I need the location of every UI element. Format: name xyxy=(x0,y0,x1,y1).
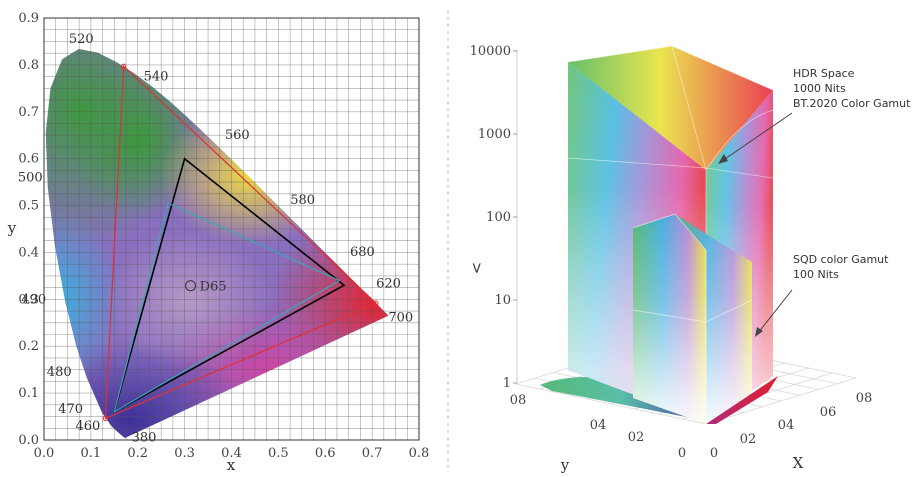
sqd-edge-lines xyxy=(632,213,753,424)
floor-y-tick-label: 08 xyxy=(510,393,527,408)
gamut-triangle-0 xyxy=(104,64,377,420)
x-tick-label: 0.6 xyxy=(315,446,336,461)
y-tick-label: 0.3 xyxy=(18,292,39,307)
y-tick-label: 0.1 xyxy=(18,386,39,401)
sqd-annotation-arrow xyxy=(757,289,793,334)
floor-x-tick-label: 04 xyxy=(778,418,795,433)
wavelength-label: 700 xyxy=(388,311,413,326)
white-point: D65 xyxy=(185,280,227,295)
x-tick-label: 0.3 xyxy=(174,446,195,461)
wavelength-label: 680 xyxy=(350,245,375,260)
floor-y-tick-label: 02 xyxy=(628,430,645,445)
hdr-arrow-head xyxy=(718,154,728,164)
y-tick-label: 0.9 xyxy=(18,11,39,26)
floor-x-tick-label: 08 xyxy=(856,391,873,406)
x-tick-label: 0.7 xyxy=(362,446,383,461)
z-tick-label: 10000 xyxy=(470,44,511,59)
wavelength-label: 620 xyxy=(376,276,401,291)
x-tick-label: 0.1 xyxy=(81,446,102,461)
floor-y-tick-label: 0 xyxy=(678,446,686,461)
x-axis-label: x xyxy=(227,456,236,474)
vertical-axis-label: > xyxy=(468,262,486,275)
y-tick-label: 0.7 xyxy=(18,105,39,120)
x-tick-label: 0.8 xyxy=(409,446,430,461)
y-tick-label: 0.5 xyxy=(18,199,39,214)
sqd-arrow-head xyxy=(755,327,763,337)
axis-ticks: 0.0 0.1 0.2 0.3 0.4 0.5 0.6 0.7 0.8 0.0 0.1 0.2 0.3 0… xyxy=(18,11,429,461)
hdr-volume-chart: 1 10 100 1000 10000 0 02 04 06 08 0 02 04 08 > y X H… xyxy=(468,44,911,474)
wavelength-label: 490 xyxy=(21,293,46,308)
y-tick-label: 0.6 xyxy=(18,152,39,167)
white-point-label: D65 xyxy=(200,280,227,295)
white-glow xyxy=(105,230,275,370)
hdr-annotation-line-3: BT.2020 Color Gamut xyxy=(793,97,911,110)
y-axis-label: y xyxy=(7,219,17,237)
z-tick-label: 1000 xyxy=(478,127,511,142)
white-point-marker xyxy=(185,280,197,292)
x-tick-label: 0.4 xyxy=(221,446,242,461)
floor-x-tick-label: 0 xyxy=(710,446,718,461)
y-tick-label: 0.0 xyxy=(18,433,39,448)
wavelength-labels: 380 460 470 480 490 500 520 540 560 580 620 680 700 xyxy=(18,32,413,446)
gamut-vertex xyxy=(373,300,379,306)
floor-x-axis-label: X xyxy=(793,454,804,472)
gamut-triangle-1 xyxy=(113,157,346,414)
sqd-annotation-line-1: SQD color Gamut xyxy=(793,253,889,266)
sqd-annotation-line-2: 100 Nits xyxy=(793,268,839,281)
hdr-annotation-line-2: 1000 Nits xyxy=(793,82,846,95)
gamut-triangles xyxy=(102,63,379,422)
sqd-annotation: SQD color Gamut 100 Nits xyxy=(755,253,889,337)
gamut-vertex xyxy=(120,63,127,69)
gamut-triangle-2 xyxy=(113,202,341,414)
z-axis-ticks: 1 10 100 1000 10000 xyxy=(470,44,511,391)
back-walls xyxy=(513,50,518,384)
z-tick-label: 100 xyxy=(486,210,511,225)
gamut-vertex xyxy=(102,415,109,422)
hdr-top-face xyxy=(568,46,773,170)
x-tick-label: 0.0 xyxy=(34,446,55,461)
floor-y-axis-label: y xyxy=(560,456,570,474)
x-tick-label: 0.2 xyxy=(127,446,148,461)
wavelength-label: 460 xyxy=(76,419,101,434)
floor-x-tick-label: 02 xyxy=(740,432,757,447)
y-tick-label: 0.2 xyxy=(18,339,39,354)
wavelength-label: 520 xyxy=(69,32,94,47)
wavelength-label: 500 xyxy=(18,171,43,186)
grid xyxy=(44,18,419,440)
wavelength-label: 380 xyxy=(132,431,157,446)
z-tick-label: 10 xyxy=(494,293,511,308)
hdr-annotation-arrow xyxy=(721,112,793,162)
sqd-fade-front xyxy=(633,214,706,424)
hdr-annotation-line-1: HDR Space xyxy=(793,67,855,80)
wavelength-label: 580 xyxy=(290,193,315,208)
floor-x-tick-label: 06 xyxy=(820,405,837,420)
hdr-annotation: HDR Space 1000 Nits BT.2020 Color Gamut xyxy=(718,67,911,164)
wavelength-label: 480 xyxy=(47,365,72,380)
x-tick-label: 0.5 xyxy=(268,446,289,461)
y-tick-label: 0.8 xyxy=(18,58,39,73)
floor-gamut-spectral xyxy=(540,376,702,420)
sqd-fade-side xyxy=(675,214,752,424)
z-gridlines xyxy=(513,50,517,384)
wavelength-label: 560 xyxy=(225,128,250,143)
sqd-volume xyxy=(632,213,753,424)
wavelength-label: 540 xyxy=(144,69,169,84)
z-tick-label: 1 xyxy=(503,376,511,391)
y-tick-label: 0.4 xyxy=(18,245,39,260)
floor-y-tick-label: 04 xyxy=(590,418,607,433)
floor-gamut-red xyxy=(706,376,778,424)
wavelength-label: 470 xyxy=(58,402,83,417)
plot-frame xyxy=(43,17,420,441)
cie-chromaticity-chart: 380460470480490500520540560580620680700 … xyxy=(7,11,430,474)
floor-axis-ticks: 0 02 04 06 08 0 02 04 08 xyxy=(510,391,873,461)
